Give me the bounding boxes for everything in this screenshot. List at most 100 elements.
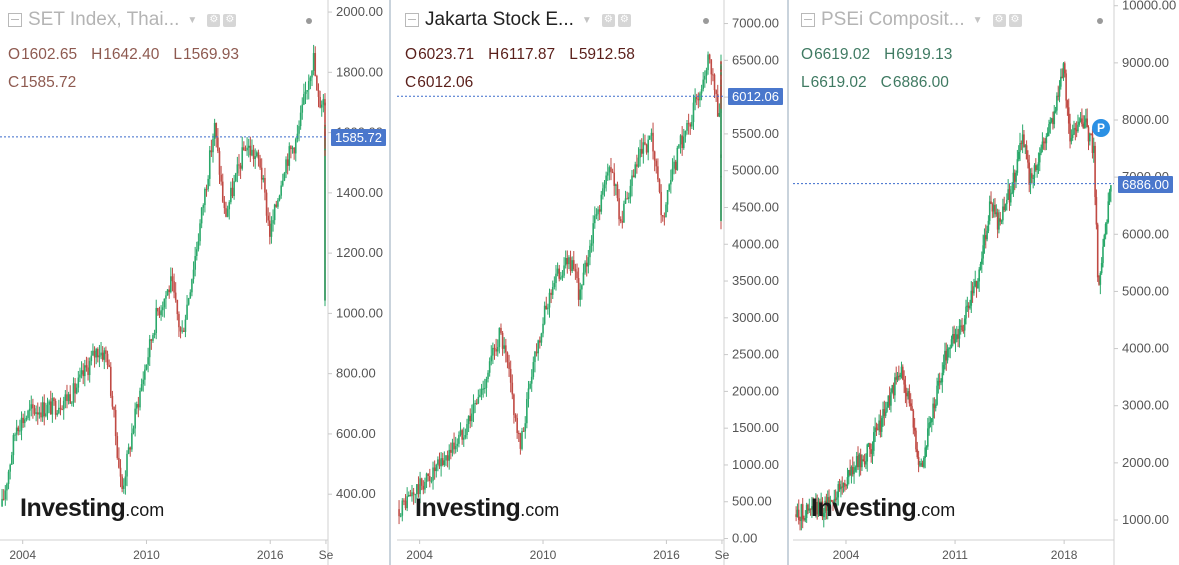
ohlc-close: 6886.00 <box>892 74 949 91</box>
candle-body <box>870 449 872 454</box>
candle-body <box>1062 63 1065 78</box>
candle-body <box>17 427 20 432</box>
gear-icon[interactable]: ⚙ <box>223 13 237 27</box>
panel-separator[interactable] <box>787 0 789 565</box>
candle-body <box>6 483 8 491</box>
candle-body <box>142 379 145 385</box>
candle-body <box>166 289 169 296</box>
settings-icon[interactable]: ⚙ <box>207 13 221 27</box>
settings-icon[interactable]: ⚙ <box>992 13 1006 27</box>
collapse-icon[interactable] <box>801 13 815 27</box>
panel-separator[interactable] <box>389 0 391 565</box>
candle-body <box>875 427 878 430</box>
candle-body <box>1008 189 1011 203</box>
candle-body <box>561 275 564 278</box>
candle-body <box>12 435 15 456</box>
ohlc-low: 6619.02 <box>810 74 867 91</box>
candle-body <box>174 292 177 300</box>
candle-body <box>244 150 247 152</box>
candle-body <box>501 332 504 349</box>
candle-body <box>859 454 862 468</box>
candle-body <box>324 158 326 182</box>
collapse-icon[interactable] <box>405 13 419 27</box>
candle-body <box>14 434 16 436</box>
candle-body <box>90 355 93 362</box>
chevron-down-icon[interactable]: ▼ <box>972 14 983 26</box>
candle-body <box>942 364 945 373</box>
candle-body <box>919 464 921 466</box>
candle-body <box>534 351 536 363</box>
candle-body <box>828 497 830 509</box>
candle-body <box>272 220 274 224</box>
candle-body <box>854 467 857 471</box>
collapse-icon[interactable] <box>8 13 22 27</box>
candle-body <box>925 446 928 448</box>
candle-body <box>71 402 73 404</box>
chart-panel-psei[interactable]: 1000.00 2000.00 3000.00 4000.00 5000.00 6000.… <box>793 0 1179 565</box>
candle-body <box>153 333 156 336</box>
event-marker-icon[interactable]: P <box>1092 119 1110 137</box>
candle-body <box>324 181 326 201</box>
gear-icon[interactable]: ⚙ <box>617 13 631 27</box>
candle-body <box>571 260 573 272</box>
x-tick-label: Se <box>319 548 334 562</box>
candle-body <box>965 306 967 319</box>
chart-panel-jakarta[interactable]: 0.00 500.00 1000.00 1500.00 2000.00 2500.00 30… <box>397 0 787 565</box>
candle-body <box>587 257 590 267</box>
candle-body <box>891 385 894 393</box>
candle-body <box>1086 118 1088 128</box>
candle-body <box>1104 224 1107 236</box>
candle-body <box>454 446 457 450</box>
candle-body <box>1024 145 1027 147</box>
chevron-down-icon[interactable]: ▼ <box>187 14 198 26</box>
candle-body <box>645 144 648 153</box>
logo-suffix: .com <box>520 500 560 520</box>
candle-body <box>720 124 722 133</box>
candle-body <box>815 502 817 511</box>
candle-body <box>532 362 535 377</box>
candle-body <box>952 334 954 340</box>
candle-body <box>1095 197 1098 225</box>
candle-body <box>230 187 232 203</box>
candle-body <box>1083 122 1086 128</box>
candle-body <box>101 352 104 360</box>
candle-body <box>171 276 174 282</box>
candle-body <box>2 498 5 500</box>
candle-body <box>1094 145 1096 198</box>
ohlc-open: 6619.02 <box>814 46 871 63</box>
candle-body <box>679 135 682 145</box>
candle-body <box>817 501 820 515</box>
candle-body <box>629 185 632 198</box>
candle-body <box>1048 124 1050 133</box>
candle-body <box>564 257 567 266</box>
candle-body <box>857 456 859 468</box>
candle-body <box>581 285 583 290</box>
candle-body <box>1050 118 1053 122</box>
candle-body <box>79 374 81 378</box>
candle-body <box>1025 145 1028 160</box>
candle-body <box>324 204 326 222</box>
candle-body <box>15 427 18 435</box>
candle-body <box>324 266 326 272</box>
candle-body <box>445 455 447 461</box>
candle-body <box>412 492 415 495</box>
candle-body <box>113 406 115 411</box>
candle-body <box>69 394 72 404</box>
settings-icon[interactable]: ⚙ <box>601 13 615 27</box>
candle-body <box>994 204 996 215</box>
chevron-down-icon[interactable]: ▼ <box>581 14 592 26</box>
candle-body <box>684 130 687 137</box>
candle-body <box>124 476 127 486</box>
gear-icon[interactable]: ⚙ <box>1008 13 1022 27</box>
candle-body <box>252 149 255 160</box>
candle-body <box>974 280 977 287</box>
y-tick-label: 1800.00 <box>336 64 383 79</box>
candle-body <box>304 91 307 94</box>
candle-body <box>957 334 959 339</box>
chart-panel-set-index[interactable]: 400.00 600.00 800.00 1000.00 1200.00 1400.00 1… <box>0 0 389 565</box>
candle-body <box>933 403 936 409</box>
candle-body <box>1037 162 1040 166</box>
y-tick-label: 800.00 <box>336 366 376 381</box>
candle-body <box>243 147 245 151</box>
candle-body <box>131 433 133 450</box>
